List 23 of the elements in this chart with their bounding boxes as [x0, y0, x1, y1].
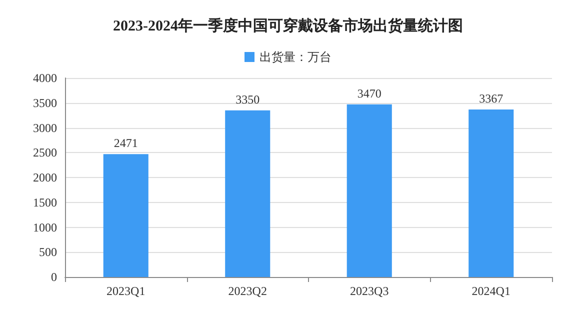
bar [225, 110, 270, 277]
x-tick-label: 2023Q2 [228, 284, 267, 298]
y-tick-label: 1500 [33, 195, 57, 210]
bar [103, 154, 148, 277]
y-tick-label: 3000 [33, 120, 57, 135]
y-tick-label: 3500 [33, 96, 57, 110]
y-tick-label: 2500 [33, 146, 57, 160]
y-tick-label: 0 [51, 270, 57, 284]
bar [346, 104, 392, 277]
y-tick-label: 2000 [33, 170, 57, 184]
chart-title: 2023-2024年一季度中国可穿戴设备市场出货量统计图 [113, 16, 463, 34]
legend-label: 出货量：万台 [260, 50, 332, 64]
data-label: 3367 [479, 91, 504, 106]
data-label: 3470 [357, 86, 382, 100]
bar [468, 109, 514, 277]
y-tick-label: 4000 [33, 71, 57, 85]
x-tick-label: 2023Q1 [106, 284, 146, 298]
y-tick-label: 1000 [33, 220, 57, 234]
x-tick-label: 2023Q3 [350, 284, 389, 298]
x-tick-label: 2024Q1 [472, 284, 510, 298]
y-tick-label: 500 [39, 245, 57, 260]
data-label: 3350 [236, 92, 260, 106]
data-label: 2471 [114, 136, 138, 150]
